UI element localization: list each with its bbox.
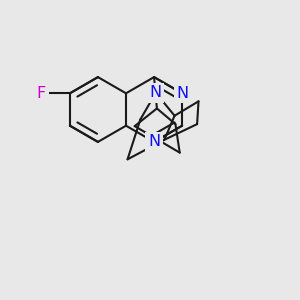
Text: N: N	[150, 85, 162, 100]
Text: N: N	[176, 86, 188, 101]
Text: N: N	[148, 134, 160, 149]
Text: F: F	[37, 86, 46, 101]
